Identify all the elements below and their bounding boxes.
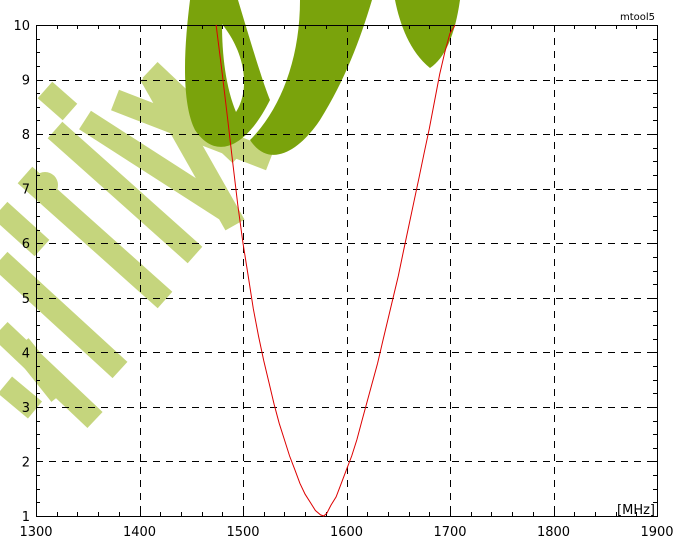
watermark-stroke-10 (11, 338, 69, 402)
watermark-stroke-11 (0, 376, 43, 419)
watermark-stroke-2 (0, 251, 128, 379)
watermark-stroke-6 (79, 110, 231, 220)
y-tick-labels: 1 2 3 4 5 6 7 8 9 10 (13, 19, 30, 525)
y-tick-label-6: 6 (22, 237, 30, 252)
watermark-graphic (0, 0, 460, 428)
y-tick-label-5: 5 (22, 292, 30, 307)
watermark-dot (32, 172, 58, 198)
corner-label: mtool5 (620, 12, 655, 23)
plot-frame (36, 25, 658, 517)
x-tick-label-1900: 1900 (640, 525, 673, 540)
y-tick-label-9: 9 (22, 74, 30, 89)
watermark-stroke-9 (140, 69, 245, 231)
watermark-shape-3 (395, 0, 460, 68)
watermark-stroke-1 (0, 201, 50, 257)
series-layer (215, 24, 456, 517)
chart-grid (36, 25, 657, 516)
series-line-0 (215, 24, 456, 517)
y-tick-label-4: 4 (22, 346, 30, 361)
x-tick-label-1300: 1300 (19, 525, 52, 540)
x-tick-label-1600: 1600 (330, 525, 363, 540)
y-tick-label-10: 10 (13, 19, 30, 34)
y-tick-label-8: 8 (22, 128, 30, 143)
y-tick-label-7: 7 (22, 183, 30, 198)
x-tick-label-1800: 1800 (537, 525, 570, 540)
x-unit-label: [MHz] (617, 503, 655, 518)
y-tick-label-3: 3 (22, 401, 30, 416)
watermark-shape-2 (250, 0, 372, 155)
watermark-stroke-0 (37, 81, 78, 121)
x-tick-label-1400: 1400 (123, 525, 156, 540)
watermark-stroke-5 (47, 121, 203, 264)
y-tick-label-2: 2 (22, 455, 30, 470)
y-tick-label-1: 1 (22, 510, 30, 525)
x-tick-label-1500: 1500 (226, 525, 259, 540)
x-tick-label-1700: 1700 (433, 525, 466, 540)
watermark-hole (222, 24, 245, 112)
x-tick-labels: 1300 1400 1500 1600 1700 1800 1900 (19, 525, 673, 540)
